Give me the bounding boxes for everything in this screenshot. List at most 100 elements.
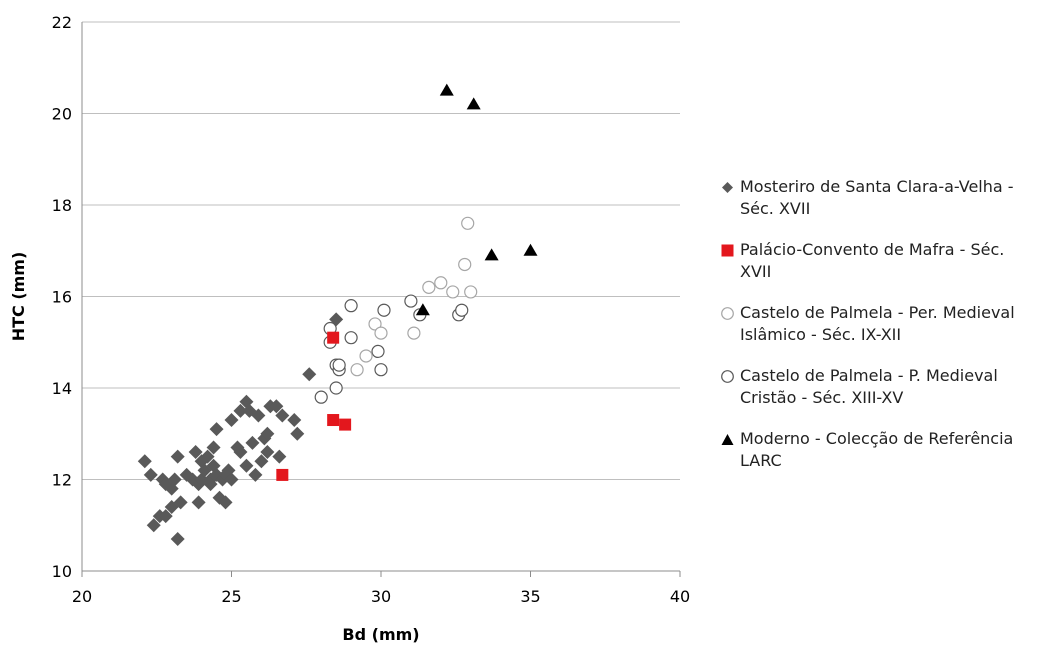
legend-label-line2: XVII (740, 262, 772, 281)
palmela-islamico-point (464, 285, 478, 299)
legend-item-moderno: Moderno - Colecção de Referência LARC (720, 428, 1060, 472)
y-tick-label: 18 (52, 196, 72, 215)
palmela-islamico-point (407, 326, 421, 340)
santa-clara-point (224, 472, 239, 487)
santa-clara-point (218, 495, 233, 510)
mafra-point (339, 418, 352, 431)
palmela-islamico-point (359, 349, 373, 363)
y-tick-label: 20 (52, 105, 72, 124)
legend-item-santa-clara: Mosteriro de Santa Clara-a-Velha - Séc. … (720, 176, 1060, 220)
santa-clara-point (254, 454, 269, 469)
palmela-cristao-point (404, 294, 418, 308)
axes (81, 22, 681, 577)
legend-label-line2: Islâmico - Séc. IX-XII (740, 325, 902, 344)
palmela-islamico-point (368, 317, 382, 331)
santa-clara-point (173, 495, 188, 510)
santa-clara-point (290, 426, 305, 441)
mafra-point (327, 331, 340, 344)
legend-label-line1: Moderno - Colecção de Referência (740, 429, 1014, 448)
palmela-islamico-point (434, 276, 448, 290)
y-axis-title: HTC (mm) (9, 252, 28, 342)
mafra-point (327, 414, 340, 427)
santa-clara-point (167, 472, 182, 487)
santa-clara-point (251, 408, 266, 423)
moderno-point (484, 248, 499, 261)
santa-clara-point (248, 467, 263, 482)
santa-clara-point (170, 449, 185, 464)
mafra-point (276, 468, 289, 481)
santa-clara-point (224, 413, 239, 428)
moderno-point (439, 83, 454, 96)
santa-clara-point (143, 467, 158, 482)
x-axis-title: Bd (mm) (342, 625, 419, 644)
palmela-cristao-point (329, 381, 343, 395)
palmela-islamico-point (374, 326, 388, 340)
santa-clara-point (239, 458, 254, 473)
santa-clara-point (158, 509, 173, 524)
y-tick-label: 14 (52, 379, 72, 398)
palmela-islamico-point (446, 285, 460, 299)
palmela-islamico-point (458, 257, 472, 272)
legend-label-line1: Palácio-Convento de Mafra - Séc. (740, 240, 1005, 259)
x-tick-label: 25 (221, 587, 241, 606)
y-tick-labels: 10 12 14 16 18 20 22 (52, 13, 72, 581)
legend-label-line1: Mosteriro de Santa Clara-a-Velha - (740, 177, 1014, 196)
x-tick-label: 20 (72, 587, 92, 606)
palmela-cristao-point (455, 303, 469, 317)
gridlines (82, 21, 680, 480)
palmela-cristao-point (374, 363, 388, 377)
santa-clara-point (188, 445, 203, 460)
data-points (137, 83, 538, 546)
moderno-point (523, 243, 538, 256)
santa-clara-point (275, 408, 290, 423)
diamond-marker-icon (722, 182, 733, 193)
palmela-cristao-point (344, 331, 358, 345)
legend-item-mafra: Palácio-Convento de Mafra - Séc. XVII (720, 239, 1060, 283)
palmela-cristao-point (332, 358, 346, 372)
santa-clara-point (191, 495, 206, 510)
santa-clara-point (233, 403, 248, 418)
legend-label-line1: Castelo de Palmela - Per. Medieval (740, 303, 1015, 322)
x-tick-labels: 20 25 30 35 40 (72, 587, 690, 606)
y-tick-label: 12 (52, 471, 72, 490)
santa-clara-point (170, 531, 185, 546)
y-tick-label: 16 (52, 288, 72, 307)
y-tick-label: 22 (52, 13, 72, 32)
santa-clara-point (209, 422, 224, 437)
legend-label-line2: LARC (740, 451, 782, 470)
santa-clara-point (137, 454, 152, 469)
legend-item-palmela-cristao: Castelo de Palmela - P. Medieval Cristão… (720, 365, 1060, 409)
open-circle-marker-icon (721, 307, 734, 320)
palmela-cristao-point (344, 299, 358, 313)
open-circle-marker-icon (721, 370, 734, 383)
legend: Mosteriro de Santa Clara-a-Velha - Séc. … (720, 176, 1060, 491)
y-tick-label: 10 (52, 562, 72, 581)
santa-clara-point (302, 367, 317, 382)
moderno-point (415, 303, 430, 316)
palmela-cristao-point (314, 390, 328, 404)
legend-label-line2: Séc. XVII (740, 199, 811, 218)
palmela-cristao-point (371, 344, 385, 358)
palmela-cristao-point (377, 303, 391, 317)
santa-clara-point (269, 399, 284, 414)
x-tick-label: 40 (670, 587, 690, 606)
x-tick-label: 30 (371, 587, 391, 606)
santa-clara-point (287, 413, 302, 428)
santa-clara-point (146, 518, 161, 533)
palmela-islamico-point (461, 216, 475, 230)
triangle-marker-icon (721, 434, 734, 445)
x-tick-label: 35 (520, 587, 540, 606)
santa-clara-point (260, 426, 275, 441)
santa-clara-point (260, 445, 275, 460)
santa-clara-point (206, 440, 221, 455)
santa-clara-point (203, 477, 218, 492)
santa-clara-point (233, 445, 248, 460)
moderno-point (466, 97, 481, 110)
palmela-islamico-point (350, 363, 364, 377)
santa-clara-point (329, 312, 344, 327)
palmela-islamico-point (422, 280, 436, 294)
legend-label-line2: Cristão - Séc. XIII-XV (740, 388, 904, 407)
santa-clara-point (200, 449, 215, 464)
santa-clara-point (272, 449, 287, 464)
